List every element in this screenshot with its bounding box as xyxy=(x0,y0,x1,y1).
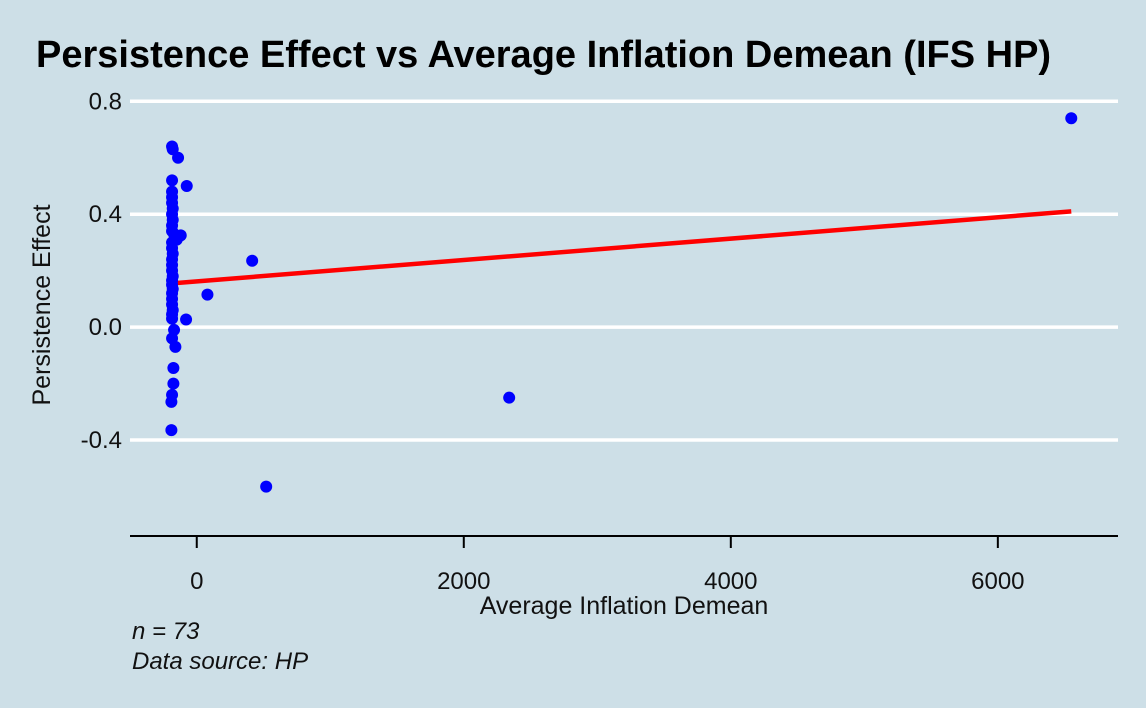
x-tick-label: 2000 xyxy=(437,568,490,595)
y-tick-label: 0.4 xyxy=(89,201,122,228)
y-tick-label: 0.0 xyxy=(89,314,122,341)
x-axis-label: Average Inflation Demean xyxy=(480,592,769,620)
data-point xyxy=(201,288,214,301)
x-tick-label: 0 xyxy=(190,568,203,595)
data-point xyxy=(503,391,516,404)
x-axis: 0 2000 4000 6000 xyxy=(130,535,1118,595)
data-point xyxy=(1065,112,1078,125)
data-point xyxy=(166,174,179,187)
y-tick-label: 0.8 xyxy=(89,88,122,115)
y-axis: -0.4 0.0 0.4 0.8 xyxy=(81,88,122,454)
caption-sample-size: n = 73 xyxy=(132,618,200,645)
data-point xyxy=(260,480,273,493)
fit-line xyxy=(171,209,1072,286)
fit-line-group xyxy=(171,209,1072,286)
data-point xyxy=(167,377,180,390)
y-axis-label: Persistence Effect xyxy=(28,204,56,405)
data-points xyxy=(165,112,1078,493)
data-point xyxy=(166,312,179,325)
data-point xyxy=(167,362,180,375)
data-point xyxy=(165,395,178,408)
x-tick-label: 6000 xyxy=(971,568,1024,595)
data-point xyxy=(169,340,182,353)
data-point xyxy=(172,151,185,164)
gridlines xyxy=(130,99,1118,442)
y-tick-label: -0.4 xyxy=(81,427,122,454)
data-point xyxy=(180,313,193,326)
data-point xyxy=(246,254,259,267)
caption-data-source: Data source: HP xyxy=(132,648,308,675)
chart-title: Persistence Effect vs Average Inflation … xyxy=(36,34,1051,76)
data-point xyxy=(165,424,178,437)
x-tick-label: 4000 xyxy=(704,568,757,595)
data-point xyxy=(180,179,193,192)
